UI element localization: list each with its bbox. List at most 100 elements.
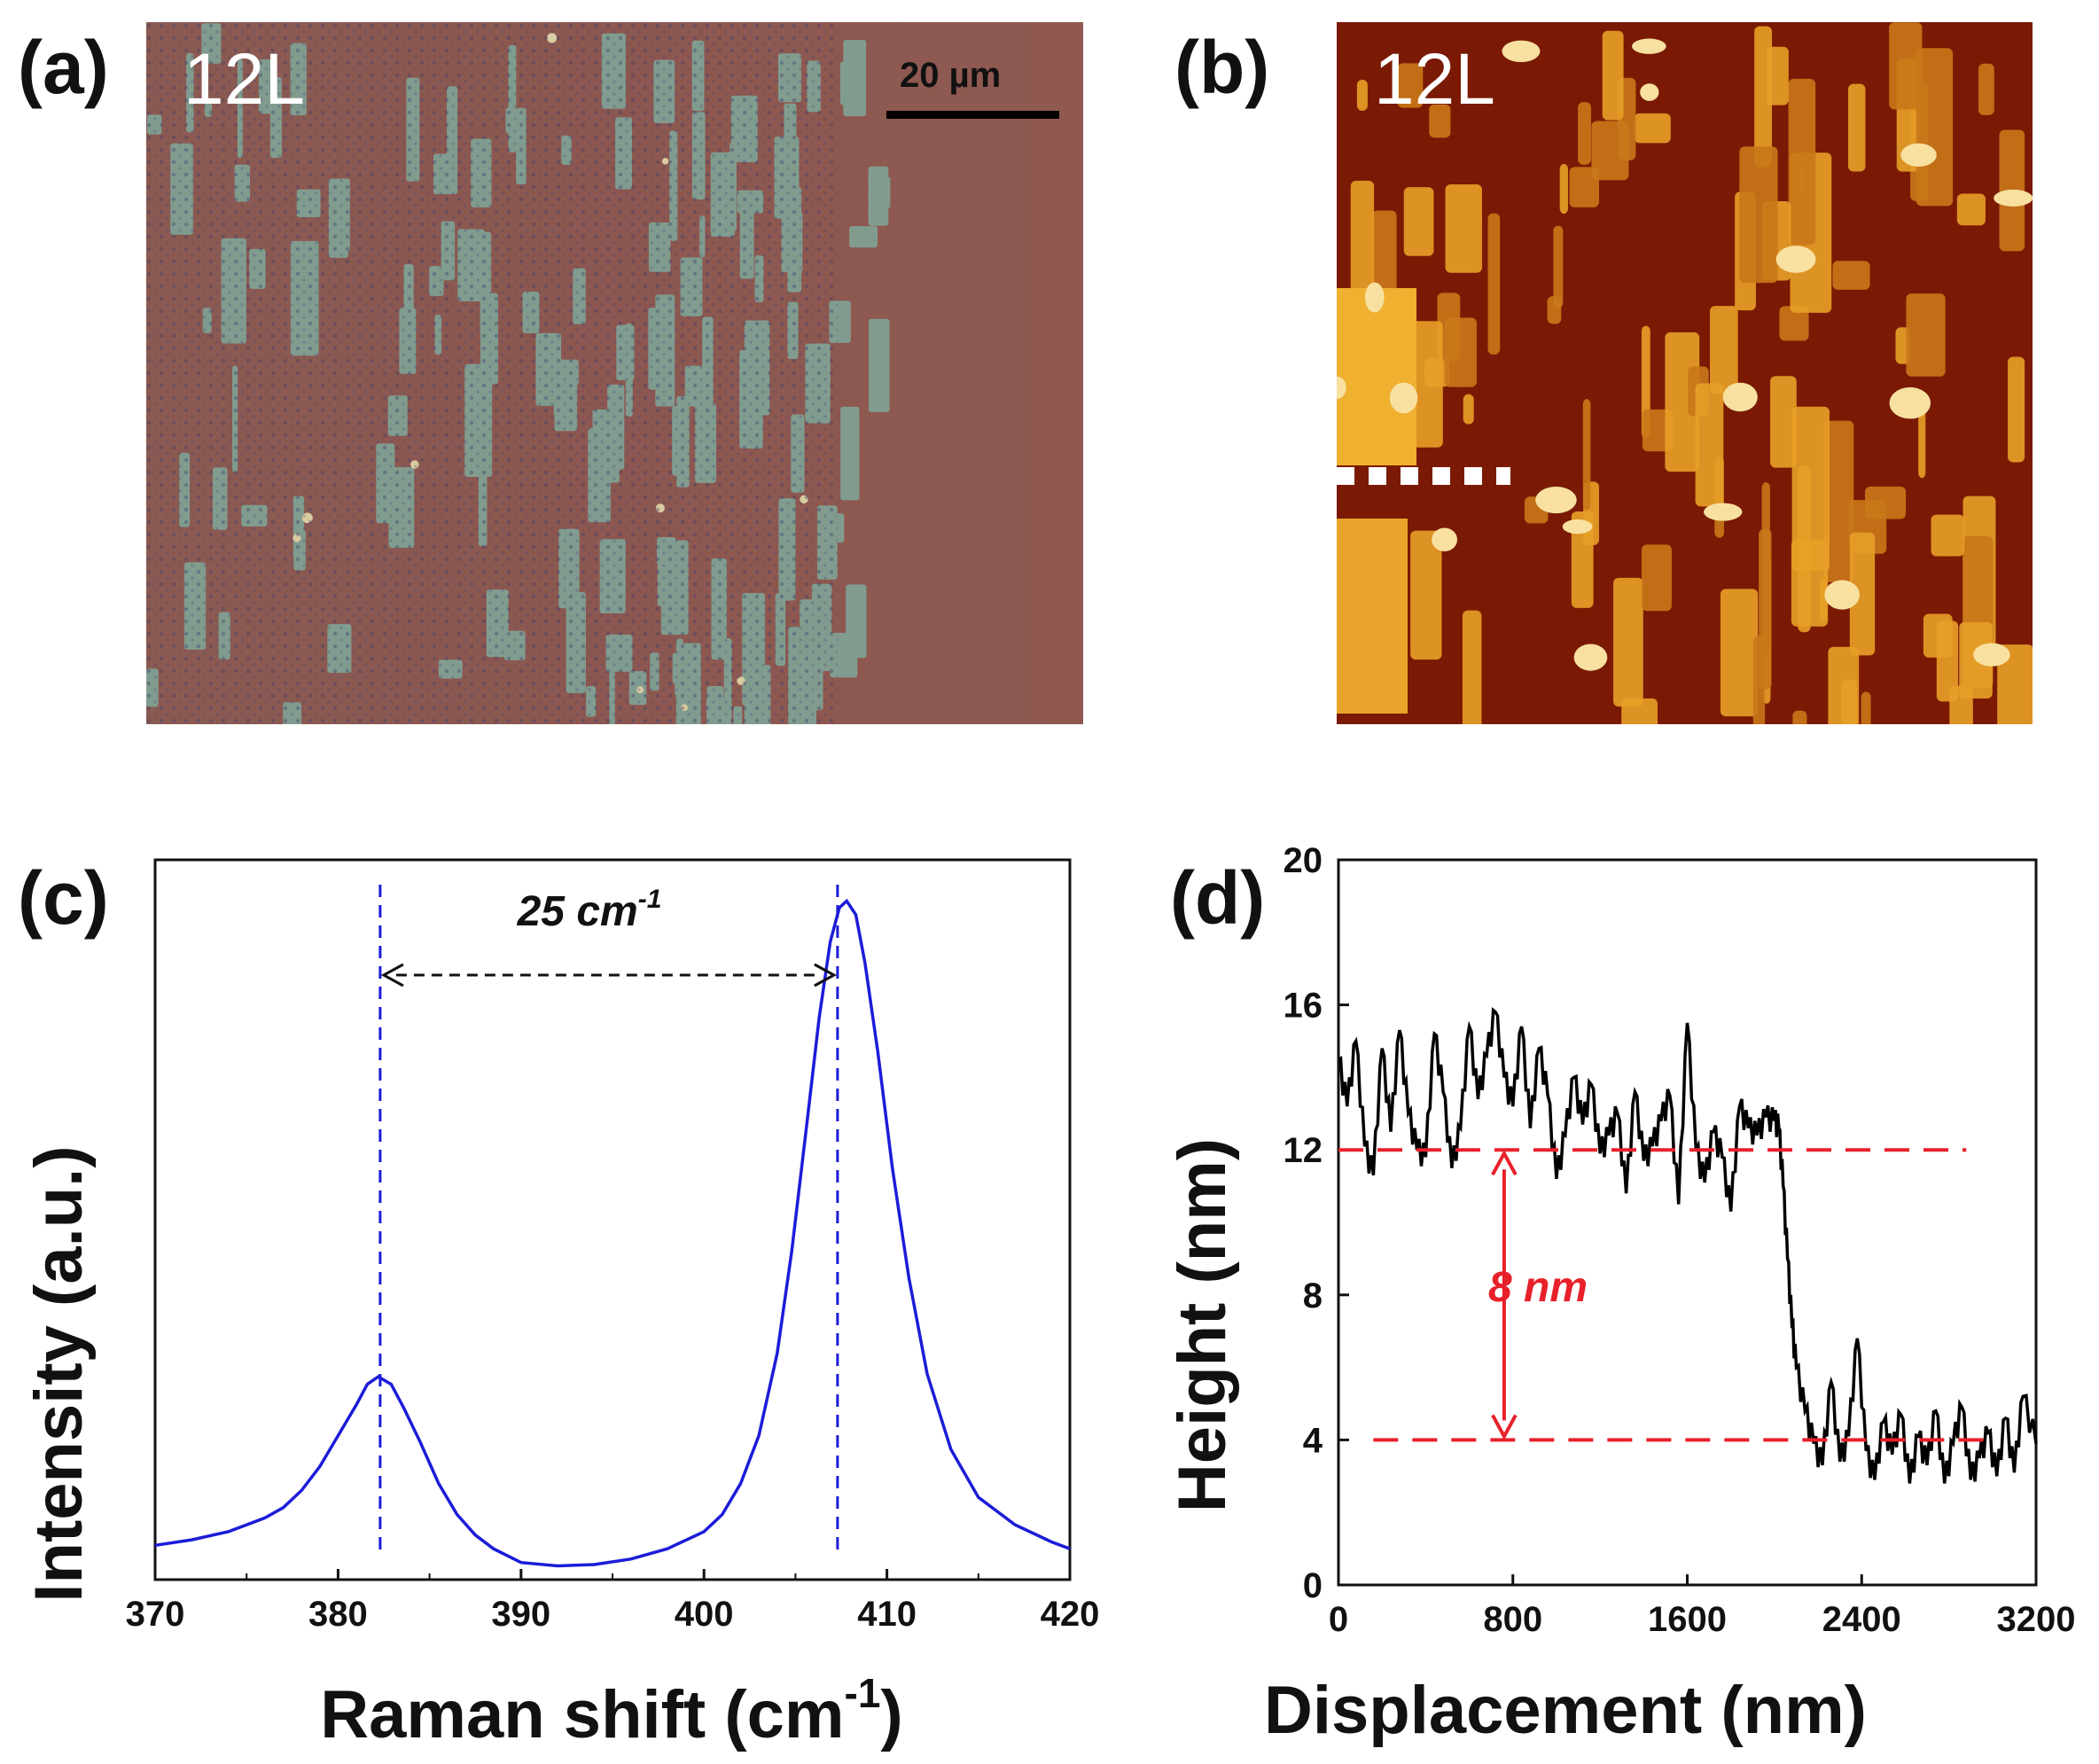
step-height-arrowhead-bottom [1491,1414,1518,1440]
afm-flake [1849,532,1876,656]
afm-flake [1559,163,1568,215]
afm-flake [1710,306,1738,394]
scale-bar-label: 20 µm [900,56,1002,95]
panel-d-label: (d) [1170,856,1266,940]
afm-flake [1720,589,1759,717]
afm-flake [1752,636,1766,724]
afm-particle [1889,386,1931,419]
afm-particle [1562,519,1593,535]
height-y-tick-label: 4 [1303,1421,1323,1460]
height-x-tick-label: 0 [1329,1600,1348,1639]
afm-flake [1578,102,1591,165]
afm-line-profile-marker [1337,467,1510,485]
afm-flake [1634,113,1671,144]
step-height-label: 8 nm [1488,1264,1588,1311]
afm-flake [1923,613,1953,658]
raman-y-axis-label: Intensity (a.u.) [21,1145,97,1602]
step-height-arrowhead-top [1491,1150,1518,1176]
afm-particle [1973,643,2010,667]
afm-flake [1582,399,1591,511]
height-x-tick-label: 3200 [1997,1600,2076,1639]
afm-flake [1569,167,1599,207]
afm-flake [1931,514,1965,557]
afm-image-render [1337,22,2033,724]
afm-flake [1906,293,1946,377]
raman-x-tick-label: 370 [126,1595,185,1634]
height-x-tick-label: 1600 [1648,1600,1727,1639]
height-y-tick-label: 0 [1303,1566,1323,1605]
height-x-tick-label: 2400 [1822,1600,1901,1639]
panel-c-label: (c) [18,856,109,940]
afm-flake [1997,644,2033,724]
afm-particle [1994,189,2033,207]
optical-flake [839,61,847,105]
scale-bar [886,111,1059,119]
afm-particle [1432,527,1458,552]
afm-particle [1900,143,1937,168]
afm-flake [1918,399,1926,479]
afm-flake [1547,296,1562,324]
afm-particle [1640,83,1659,101]
afm-flake [1792,710,1807,724]
afm-flake [1889,22,1923,110]
afm-particle [1364,282,1385,313]
optical-flake [840,406,860,501]
afm-flake [1861,691,1871,724]
panel-b-label: (b) [1174,26,1270,109]
optical-flake [869,318,890,412]
afm-flake [1761,482,1770,652]
afm-flake [1956,193,1986,226]
afm-flake [1591,121,1629,181]
afm-flake [1916,48,1954,207]
optical-flake [843,39,867,117]
height-y-tick-label: 20 [1284,841,1323,880]
afm-flake [1770,376,1797,468]
afm-flake [2008,356,2025,463]
afm-particle [1535,486,1577,514]
afm-flake [1779,306,1809,341]
afm-particle [1573,644,1608,671]
optical-flake [849,226,878,248]
height-y-tick-label: 8 [1303,1276,1323,1315]
afm-flake [1832,261,1870,290]
raman-chart: 370 380 390 400 410 420 Intensity (a.u.) Rama… [21,858,1100,1752]
peak-separation-label: 25 cm-1 [517,885,662,935]
afm-flake [1621,698,1658,724]
raman-plot-frame [153,858,1072,1581]
afm-particle [1704,503,1743,521]
height-y-tick-label: 16 [1284,987,1323,1026]
afm-flake [1602,30,1624,121]
raman-x-tick-label: 400 [675,1595,734,1634]
raman-x-axis-label-sup: -1 [845,1670,881,1716]
height-y-axis-label: Height (nm) [1165,1138,1240,1512]
afm-flake [1791,406,1830,572]
height-y-tick-label: 12 [1284,1131,1323,1170]
afm-flake [1445,183,1482,273]
afm-particle [1824,580,1860,610]
raman-x-tick-label: 390 [491,1595,550,1634]
layer-count-tag-afm: 12L [1374,39,1495,120]
afm-flake [1788,78,1816,246]
peak-separation-label-sup: -1 [638,885,662,914]
afm-flake [1429,104,1451,138]
height-profile-chart: 0 800 1600 2400 3200 0 4 8 12 16 20 Height (nm) Di… [1165,841,2076,1748]
afm-flake [1462,610,1482,724]
afm-flake [1767,46,1789,105]
layer-count-tag: 12L [183,39,305,120]
afm-flake [1791,539,1829,627]
optical-micrograph-image [146,22,1083,724]
afm-flake [1403,187,1434,256]
raman-x-tick-label: 420 [1041,1595,1100,1634]
optical-micrograph: 12L 20 µm [146,22,1083,724]
afm-particle [1775,246,1816,273]
afm-flake [1397,63,1424,108]
afm-particle [1389,382,1418,414]
afm-particle [1337,376,1346,400]
raman-x-tick-label: 410 [857,1595,917,1634]
afm-particle [1632,38,1666,54]
afm-flake [1553,225,1564,308]
height-x-tick-label: 800 [1483,1600,1542,1639]
afm-flake [1337,288,1416,465]
afm-flake [1641,544,1672,612]
peak-separation-arrowhead-right [814,963,838,987]
